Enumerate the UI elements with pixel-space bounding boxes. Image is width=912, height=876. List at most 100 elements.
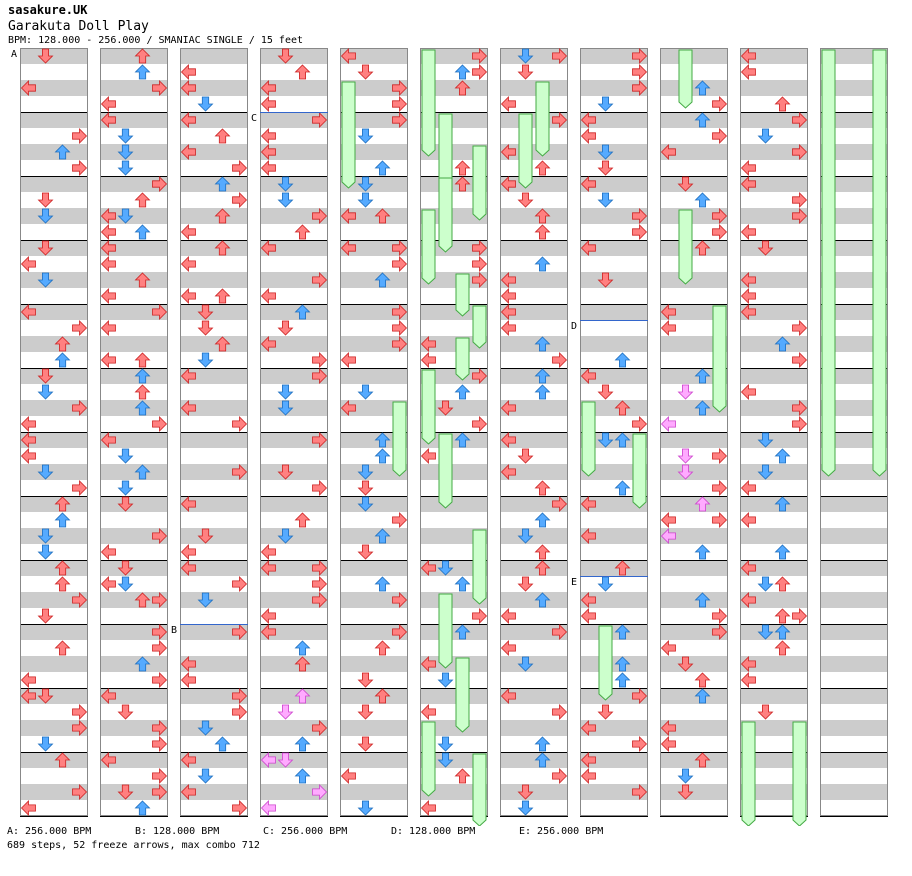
beat-stripe (660, 176, 728, 192)
beat-stripe (20, 544, 88, 560)
beat-stripe (500, 160, 568, 176)
beat-stripe (660, 800, 728, 816)
beat-stripe (340, 576, 408, 592)
beat-stripe (20, 640, 88, 656)
freeze-body (632, 433, 647, 509)
beat-stripe (340, 160, 408, 176)
beat-stripe (340, 224, 408, 240)
step-arrow (100, 208, 116, 224)
step-arrow (37, 384, 54, 400)
beat-stripe (500, 608, 568, 624)
beat-stripe (740, 240, 808, 256)
step-arrow (712, 512, 728, 528)
beat-stripe (420, 464, 488, 480)
step-arrow (792, 608, 808, 624)
beat-stripe (20, 240, 88, 256)
step-arrow (37, 368, 54, 384)
step-arrow (294, 64, 311, 80)
step-arrow (437, 560, 454, 576)
step-arrow (632, 224, 648, 240)
step-arrow (534, 752, 551, 768)
beat-stripe (100, 224, 168, 240)
beat-stripe (260, 64, 328, 80)
beat-stripe (660, 368, 728, 384)
beat-stripe (500, 144, 568, 160)
step-arrow (180, 64, 196, 80)
beat-stripe (500, 336, 568, 352)
step-arrow (54, 496, 71, 512)
step-arrow (37, 608, 54, 624)
beat-stripe (260, 784, 328, 800)
step-arrow (37, 528, 54, 544)
beat-stripe (660, 656, 728, 672)
beat-stripe (820, 448, 888, 464)
step-arrow (37, 736, 54, 752)
beat-stripe (260, 768, 328, 784)
step-arrow (214, 736, 231, 752)
beat-stripe (100, 304, 168, 320)
beat-stripe (580, 512, 648, 528)
step-arrow (294, 304, 311, 320)
beat-stripe (100, 528, 168, 544)
beat-stripe (100, 336, 168, 352)
beat-stripe (260, 256, 328, 272)
beat-stripe (260, 288, 328, 304)
step-arrow (374, 160, 391, 176)
step-arrow (374, 432, 391, 448)
beat-stripe (660, 624, 728, 640)
beat-stripe (820, 544, 888, 560)
beat-stripe (340, 192, 408, 208)
step-arrow (614, 560, 631, 576)
beat-stripe (420, 784, 488, 800)
bpm-marker-label: D (571, 321, 577, 332)
beat-stripe (420, 656, 488, 672)
beat-stripe (100, 720, 168, 736)
step-arrow (152, 416, 168, 432)
step-arrow (740, 160, 756, 176)
beat-stripe (20, 720, 88, 736)
beat-stripe (500, 496, 568, 512)
step-arrow (694, 672, 711, 688)
freeze-arrow (678, 49, 693, 109)
freeze-body (472, 145, 487, 221)
beat-stripe (820, 688, 888, 704)
step-arrow (100, 688, 116, 704)
beat-stripe (660, 576, 728, 592)
beat-stripe (500, 528, 568, 544)
beat-stripe (420, 400, 488, 416)
step-arrow (597, 192, 614, 208)
beat-stripe (20, 624, 88, 640)
beat-stripe (260, 352, 328, 368)
step-arrow (712, 624, 728, 640)
step-arrow (517, 656, 534, 672)
beat-stripe (580, 640, 648, 656)
step-arrow (392, 320, 408, 336)
step-arrow (214, 336, 231, 352)
beat-stripe (340, 272, 408, 288)
beat-stripe (500, 736, 568, 752)
beat-stripe (500, 544, 568, 560)
step-arrow (117, 704, 134, 720)
beat-stripe (340, 480, 408, 496)
beat-stripe (820, 96, 888, 112)
beat-stripe (660, 432, 728, 448)
step-arrow (340, 400, 356, 416)
freeze-body (741, 721, 756, 826)
beat-stripe (500, 480, 568, 496)
beat-stripe (100, 288, 168, 304)
step-arrow (134, 352, 151, 368)
step-arrow (72, 128, 88, 144)
step-arrow (660, 720, 676, 736)
step-arrow (117, 496, 134, 512)
step-arrow (534, 592, 551, 608)
beat-stripe (20, 48, 88, 64)
step-arrow (614, 624, 631, 640)
beat-stripe (420, 176, 488, 192)
beat-stripe (420, 320, 488, 336)
beat-stripe (500, 448, 568, 464)
beat-stripe (500, 640, 568, 656)
freeze-arrow (455, 657, 470, 733)
beat-stripe (20, 704, 88, 720)
beat-stripe (340, 592, 408, 608)
beat-stripe (500, 752, 568, 768)
